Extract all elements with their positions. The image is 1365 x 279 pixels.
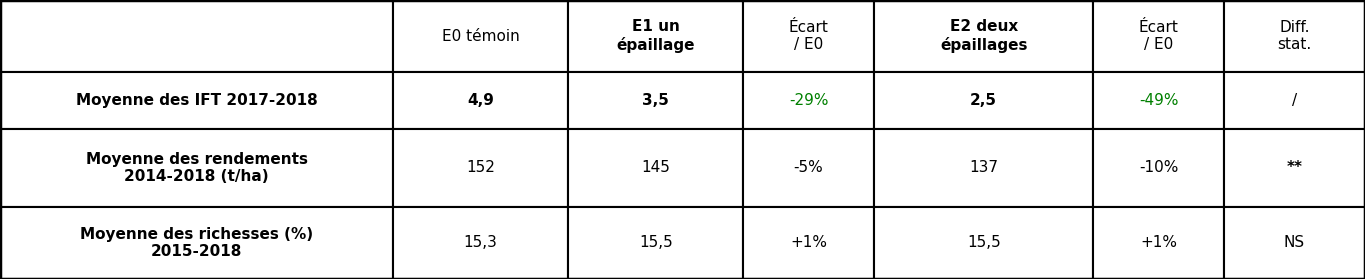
Text: -10%: -10% (1138, 160, 1178, 175)
Text: NS: NS (1284, 235, 1305, 250)
Bar (1093, 72, 1224, 129)
Text: E2 deux
épaillages: E2 deux épaillages (940, 19, 1028, 53)
Text: Écart
/ E0: Écart / E0 (1138, 20, 1179, 52)
Bar (874, 0, 1093, 72)
Text: -29%: -29% (789, 93, 829, 108)
Text: -5%: -5% (793, 160, 823, 175)
Bar (568, 72, 744, 129)
Bar (393, 72, 568, 129)
Text: 15,5: 15,5 (639, 235, 673, 250)
Text: +1%: +1% (1140, 235, 1177, 250)
Text: /: / (1291, 93, 1297, 108)
Bar (393, 207, 568, 279)
Text: 145: 145 (642, 160, 670, 175)
Text: +1%: +1% (790, 235, 827, 250)
Bar (0, 129, 393, 207)
Bar (744, 0, 874, 72)
Bar (874, 72, 1093, 129)
Text: 152: 152 (467, 160, 495, 175)
Bar (393, 129, 568, 207)
Text: -49%: -49% (1138, 93, 1178, 108)
Bar (393, 0, 568, 72)
Text: E0 témoin: E0 témoin (442, 29, 520, 44)
Text: 3,5: 3,5 (643, 93, 669, 108)
Bar (1093, 0, 1224, 72)
Bar (874, 207, 1093, 279)
Bar (568, 207, 744, 279)
Text: Moyenne des IFT 2017-2018: Moyenne des IFT 2017-2018 (75, 93, 318, 108)
Bar (0, 72, 393, 129)
Bar (1093, 129, 1224, 207)
Text: Écart
/ E0: Écart / E0 (789, 20, 829, 52)
Bar (0, 207, 393, 279)
Bar (1224, 129, 1365, 207)
Bar (0, 0, 393, 72)
Text: 15,5: 15,5 (966, 235, 1001, 250)
Bar (1224, 207, 1365, 279)
Text: 137: 137 (969, 160, 998, 175)
Bar (874, 129, 1093, 207)
Text: **: ** (1287, 160, 1302, 175)
Text: 2,5: 2,5 (971, 93, 998, 108)
Text: Moyenne des richesses (%)
2015-2018: Moyenne des richesses (%) 2015-2018 (81, 227, 313, 259)
Text: E1 un
épaillage: E1 un épaillage (617, 19, 695, 53)
Bar (744, 129, 874, 207)
Text: Diff.
stat.: Diff. stat. (1278, 20, 1312, 52)
Bar (568, 0, 744, 72)
Bar (744, 207, 874, 279)
Text: 4,9: 4,9 (467, 93, 494, 108)
Bar (1224, 72, 1365, 129)
Text: Moyenne des rendements
2014-2018 (t/ha): Moyenne des rendements 2014-2018 (t/ha) (86, 152, 307, 184)
Text: 15,3: 15,3 (464, 235, 498, 250)
Bar (568, 129, 744, 207)
Bar (1224, 0, 1365, 72)
Bar (1093, 207, 1224, 279)
Bar (744, 72, 874, 129)
